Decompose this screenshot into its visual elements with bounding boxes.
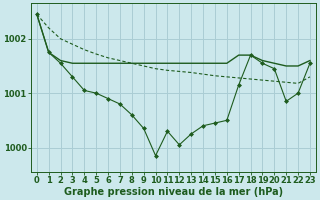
X-axis label: Graphe pression niveau de la mer (hPa): Graphe pression niveau de la mer (hPa) bbox=[64, 187, 283, 197]
